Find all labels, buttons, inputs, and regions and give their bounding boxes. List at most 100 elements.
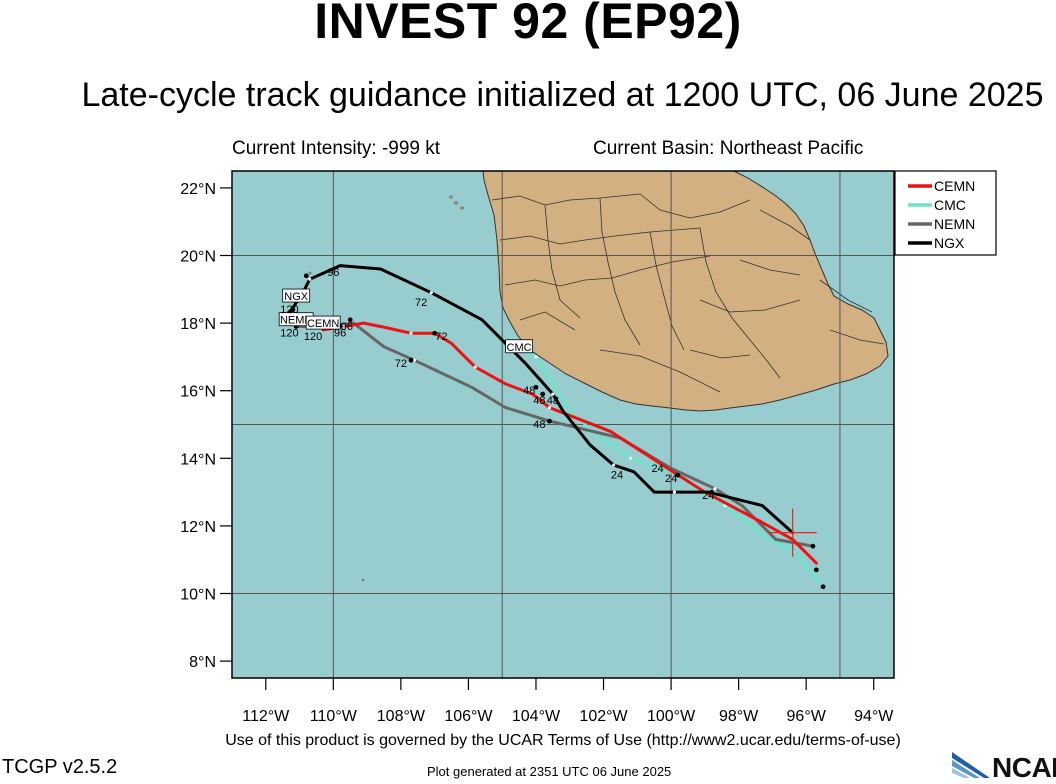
track-name-label: CEMN: [305, 315, 341, 330]
forecast-hour-label: 48: [523, 385, 535, 397]
current-intensity: Current Intensity: -999 kt: [232, 138, 441, 159]
track-point: [534, 355, 538, 359]
track-name-box: [282, 288, 311, 303]
gridlines: [232, 171, 894, 678]
track-name-text: NGX: [284, 291, 309, 303]
current-basin: Current Basin: Northeast Pacific: [593, 138, 864, 159]
track-nemn: [294, 321, 815, 548]
track-name-text: CMC: [507, 342, 532, 354]
forecast-tracks: [287, 264, 825, 588]
track-dot: [303, 273, 309, 279]
legend-label-cemn: CEMN: [934, 178, 975, 194]
page-title: INVEST 92 (EP92): [314, 0, 742, 49]
longitude-axis: 112°W 110°W 108°W 106°W 104°W 102°W 100°W 98°W 9…: [242, 678, 894, 725]
current-position-marker: [768, 508, 817, 557]
lat-tick-label: 14°N: [180, 451, 216, 468]
track-dot: [675, 472, 681, 478]
legend-label-ngx: NGX: [934, 235, 965, 251]
lon-tick-label: 106°W: [444, 708, 493, 725]
track-dot: [813, 567, 819, 573]
track-name-box: [505, 339, 533, 354]
track-point: [473, 365, 477, 369]
track-point: [547, 406, 552, 410]
lat-tick-label: 18°N: [180, 316, 216, 333]
latitude-axis: 8°N 10°N 12°N 14°N 16°N 18°N 20°N 22°N: [180, 181, 232, 671]
ncar-logo-icon: [952, 752, 990, 778]
lon-tick-label: 102°W: [579, 708, 628, 725]
track-dot: [820, 584, 826, 590]
lon-tick-label: 110°W: [310, 708, 358, 725]
track-cemn: [321, 321, 818, 565]
forecast-hour-label: 72: [395, 358, 407, 370]
forecast-hour-label: 96: [341, 321, 353, 333]
lat-tick-label: 12°N: [180, 519, 216, 536]
lon-tick-label: 104°W: [512, 708, 561, 725]
track-point: [672, 490, 677, 494]
state-borders: [491, 193, 885, 393]
lon-tick-label: 98°W: [719, 708, 759, 725]
track-point: [412, 358, 416, 362]
forecast-hour-label: 24: [611, 470, 623, 482]
track-name-text: NEMN: [280, 315, 312, 327]
lat-tick-label: 20°N: [180, 249, 216, 266]
track-name-label: CMC: [505, 339, 533, 354]
page-subtitle: Late-cycle track guidance initialized at…: [81, 76, 1044, 114]
lat-tick-label: 16°N: [180, 384, 216, 401]
track-name-label: NGX: [282, 288, 311, 303]
forecast-hour-label: 72: [415, 297, 427, 309]
forecast-hour-label: 48: [533, 419, 545, 431]
terms-of-use: Use of this product is governed by the U…: [225, 732, 901, 749]
forecast-hour-label: 24: [651, 463, 663, 475]
track-dot: [347, 317, 353, 323]
track-point: [713, 487, 717, 491]
forecast-hour-label: 96: [327, 267, 339, 279]
lon-tick-label: 112°W: [242, 708, 290, 725]
track-dot: [408, 357, 414, 363]
forecast-hour-label: 48: [533, 395, 545, 407]
forecast-hour-label: 48: [547, 395, 559, 407]
lat-tick-label: 8°N: [189, 654, 216, 671]
version-label: TCGP v2.5.2: [2, 756, 118, 778]
legend-label-cmc: CMC: [934, 197, 966, 213]
legend-label-nemn: NEMN: [934, 216, 975, 232]
forecast-hour-label: 24: [702, 490, 714, 502]
track-point: [429, 291, 433, 295]
lon-tick-label: 108°W: [377, 708, 426, 725]
forecast-hour-label: 120: [304, 331, 322, 343]
track-name-box: [305, 315, 341, 330]
land-mexico: [482, 171, 889, 412]
track-point: [612, 463, 616, 467]
track-dot: [290, 307, 296, 312]
track-dot: [540, 391, 546, 397]
forecast-hour-label: 24: [665, 473, 677, 485]
islands: [308, 195, 465, 582]
lon-tick-label: 100°W: [647, 708, 696, 725]
track-dot: [432, 330, 438, 336]
lon-tick-label: 96°W: [787, 708, 827, 725]
forecast-hour-label: 120: [280, 328, 298, 340]
track-dot: [810, 543, 816, 549]
track-ngx: [287, 264, 795, 535]
track-point: [628, 456, 633, 460]
plot-frame: [231, 170, 895, 679]
track-name-label: NEMN: [278, 312, 314, 327]
track-point: [341, 324, 346, 329]
ncar-logo-text: NCAR: [992, 752, 1056, 783]
track-dot: [547, 418, 552, 424]
track-point: [409, 331, 413, 335]
legend: CEMN CMC NEMN NGX: [894, 170, 997, 256]
lat-tick-label: 10°N: [180, 587, 216, 604]
forecast-hour-label: 72: [435, 331, 447, 343]
lon-tick-label: 94°W: [854, 708, 894, 725]
track-point: [308, 277, 312, 281]
forecast-hour-label: 96: [334, 328, 346, 340]
generated-timestamp: Plot generated at 2351 UTC 06 June 2025: [427, 764, 672, 779]
track-name-text: CEMN: [307, 318, 339, 330]
track-point: [551, 392, 555, 396]
lat-tick-label: 22°N: [180, 181, 216, 198]
track-dot: [709, 489, 715, 495]
track-dot: [533, 384, 539, 390]
